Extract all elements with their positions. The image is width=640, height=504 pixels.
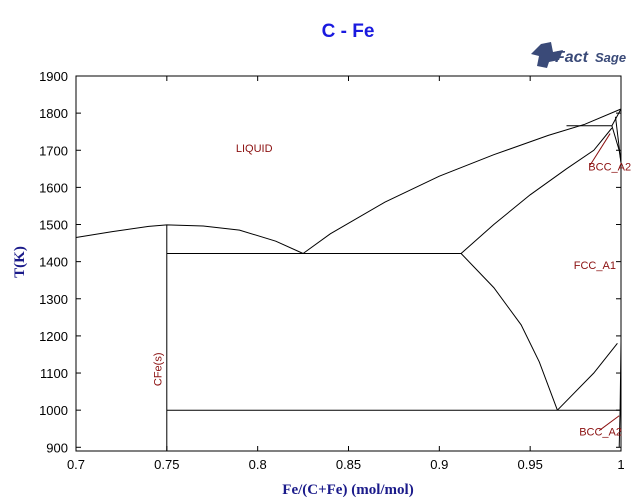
delta-boundary-3	[615, 116, 622, 163]
factsage-logo: Fact Sage	[531, 42, 626, 68]
solidus-fcc	[460, 127, 613, 254]
phase-label: CFe(s)	[152, 353, 164, 387]
delta-boundary-1	[611, 108, 622, 127]
x-tick-label: 0.7	[67, 457, 85, 472]
x-tick-label: 1	[617, 457, 624, 472]
chart-title: C - Fe	[322, 21, 375, 42]
liquidus-fcc-liquid	[302, 108, 622, 254]
label-leader-line	[598, 415, 620, 431]
y-tick-label: 1700	[39, 143, 68, 158]
x-tick-label: 0.8	[249, 457, 267, 472]
y-tick-label: 1300	[39, 292, 68, 307]
y-tick-label: 1000	[39, 403, 68, 418]
phase-label: LIQUID	[236, 143, 273, 155]
phase-label: BCC_A2	[588, 162, 631, 174]
logo-script-text: Sage	[595, 50, 626, 65]
logo-main-text: Fact	[555, 49, 589, 66]
y-tick-label: 1800	[39, 106, 68, 121]
y-tick-label: 900	[46, 440, 68, 455]
axis-ticks: 0.7 0.75 0.8 0.85 0.9 0.95 1900100011001200130…	[39, 69, 625, 472]
y-tick-label: 1100	[40, 366, 68, 381]
x-tick-label: 0.9	[430, 457, 448, 472]
phase-label: FCC_A1	[574, 260, 616, 272]
bcc-alpha	[618, 341, 622, 448]
x-axis-label: Fe/(C+Fe) (mol/mol)	[282, 482, 413, 498]
delta-boundary-2	[611, 125, 622, 163]
y-tick-label: 1600	[39, 180, 68, 195]
bcc-fcc-boundary	[557, 342, 618, 411]
x-tick-label: 0.75	[154, 457, 179, 472]
y-tick-label: 1400	[39, 255, 68, 270]
y-axis-label: T(K)	[12, 246, 28, 278]
label-leader-line	[589, 133, 611, 166]
x-tick-label: 0.85	[336, 457, 361, 472]
x-tick-label: 0.95	[518, 457, 543, 472]
plot-frame	[75, 75, 622, 452]
y-tick-label: 1900	[39, 69, 68, 84]
y-tick-label: 1200	[39, 329, 68, 344]
fcc-solvus	[460, 253, 558, 411]
phase-labels: LIQUID FCC_A1 BCC_A2 BCC_A2 CFe(s)	[152, 143, 631, 438]
cfe-liquidus	[75, 224, 304, 254]
phase-boundaries	[75, 108, 622, 451]
y-tick-label: 1500	[39, 218, 68, 233]
phase-label: BCC_A2	[579, 426, 622, 438]
